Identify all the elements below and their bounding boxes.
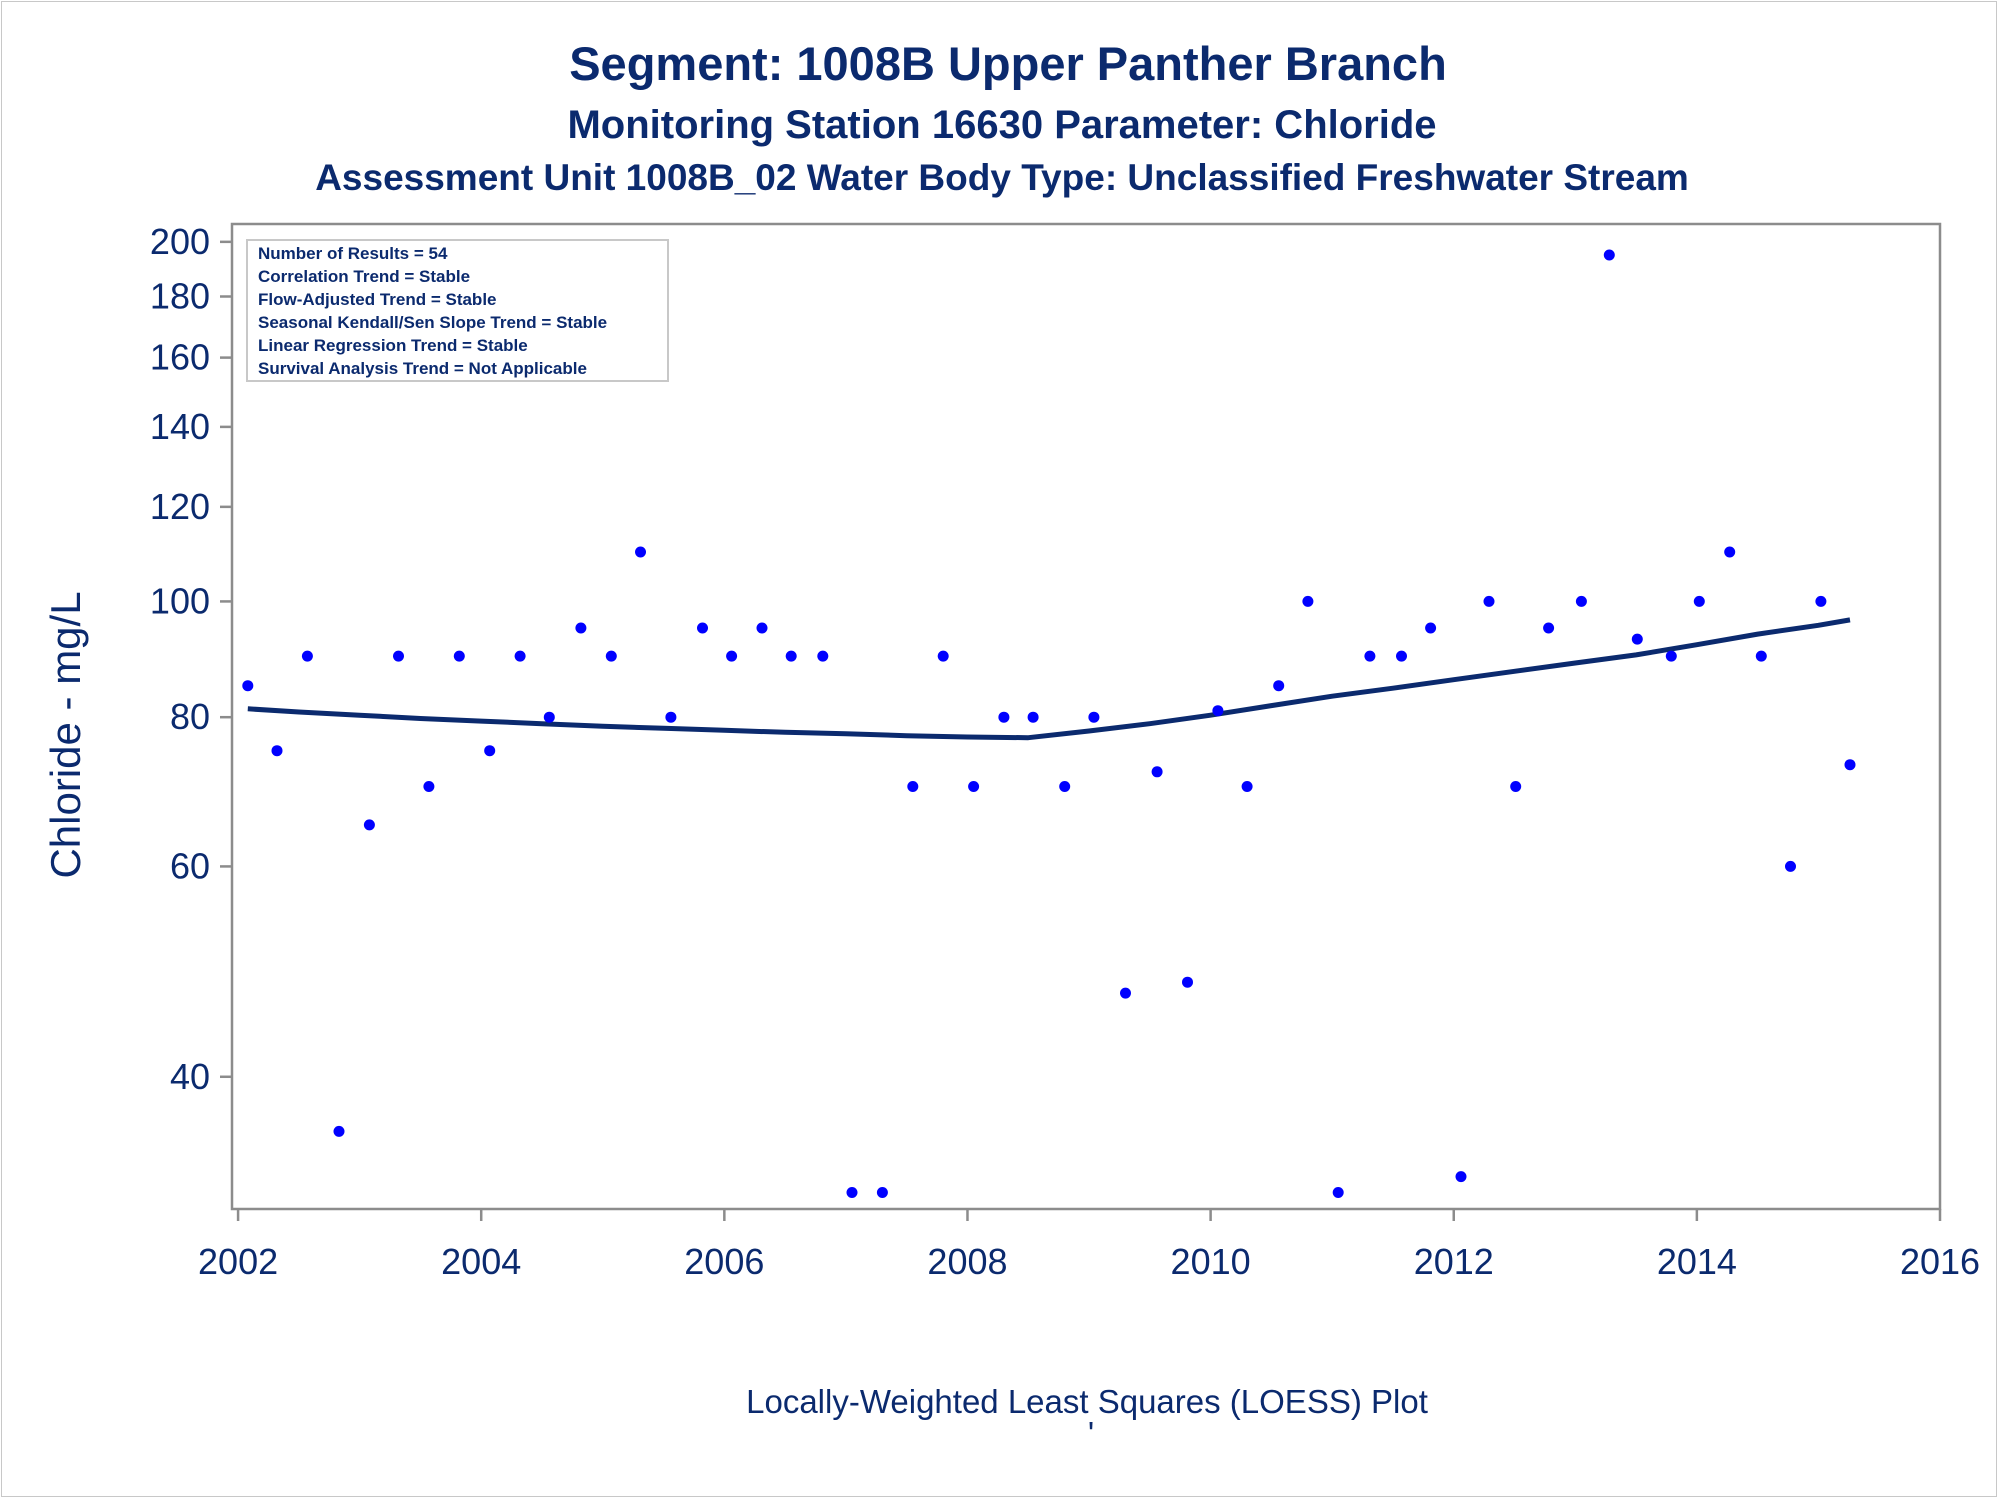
data-point: [484, 745, 496, 757]
y-tick-label: 180: [150, 276, 210, 317]
data-point: [393, 650, 404, 662]
x-tick-label: 2006: [684, 1241, 764, 1282]
data-point: [1483, 595, 1495, 607]
x-tick-label: 2004: [441, 1241, 521, 1282]
data-point: [635, 546, 646, 558]
data-point: [1241, 781, 1253, 792]
data-point: [1059, 781, 1071, 792]
stats-line-survival: Survival Analysis Trend = Not Applicable: [258, 359, 587, 378]
chart-subtitle: Monitoring Station 16630 Parameter: Chlo…: [567, 103, 1436, 147]
data-point: [453, 650, 465, 662]
data-point: [575, 622, 587, 634]
data-point: [1603, 249, 1615, 261]
data-point: [1151, 766, 1163, 778]
x-tick-label: 2012: [1414, 1241, 1494, 1282]
data-point: [301, 650, 313, 662]
data-point: [423, 781, 435, 792]
chart-subtitle-2: Assessment Unit 1008B_02 Water Body Type…: [315, 157, 1689, 198]
data-point: [1510, 781, 1522, 792]
data-point: [998, 711, 1010, 723]
stats-line-correlation: Correlation Trend = Stable: [258, 267, 470, 286]
data-point: [1088, 711, 1100, 723]
x-tick-label: 2002: [198, 1241, 278, 1282]
stats-line-seasonal-kendall: Seasonal Kendall/Sen Slope Trend = Stabl…: [258, 313, 607, 332]
y-tick-label: 120: [150, 486, 210, 527]
data-point: [756, 622, 768, 634]
data-point: [907, 781, 919, 792]
footnote-mark: ': [1088, 1415, 1094, 1452]
data-point: [1785, 860, 1796, 872]
stats-box: Number of Results = 54 Correlation Trend…: [246, 239, 669, 382]
data-point: [1027, 711, 1039, 723]
data-point: [1844, 759, 1856, 771]
data-point: [1182, 976, 1193, 988]
data-point: [1425, 622, 1437, 634]
data-point: [1120, 987, 1131, 999]
data-point: [817, 650, 829, 662]
data-point: [1631, 633, 1643, 645]
y-tick-label: 200: [150, 221, 210, 262]
data-point: [543, 711, 555, 723]
x-axis: 2002 2004 2006 2008 2010 2012 2014 2016: [198, 1209, 1980, 1282]
x-tick-label: 2014: [1657, 1241, 1737, 1282]
data-point: [1396, 650, 1407, 662]
data-point: [1273, 680, 1285, 692]
data-point: [846, 1187, 858, 1198]
chart-title: Segment: 1008B Upper Panther Branch: [569, 37, 1447, 90]
footnote: Locally-Weighted Least Squares (LOESS) P…: [746, 1383, 1428, 1420]
stats-line-linear-regression: Linear Regression Trend = Stable: [258, 336, 528, 355]
x-tick-label: 2016: [1900, 1241, 1980, 1282]
data-point: [1212, 705, 1224, 717]
y-tick-label: 40: [170, 1056, 210, 1097]
loess-trend-line: [247, 617, 1851, 741]
y-tick-label: 100: [150, 580, 210, 621]
data-point: [1543, 622, 1555, 634]
data-point: [1455, 1171, 1467, 1183]
data-point: [1693, 595, 1705, 607]
data-point: [1364, 650, 1376, 662]
data-point: [1575, 595, 1587, 607]
data-point: [726, 650, 738, 662]
y-tick-label: 80: [170, 696, 210, 737]
data-point: [1755, 650, 1767, 662]
data-point: [514, 650, 526, 662]
data-point: [968, 781, 980, 792]
data-point: [1332, 1187, 1344, 1198]
stats-line-results: Number of Results = 54: [258, 244, 448, 263]
y-tick-label: 140: [150, 406, 210, 447]
data-point: [785, 650, 797, 662]
data-point: [363, 819, 375, 831]
y-tick-label: 160: [150, 337, 210, 378]
data-points: [242, 249, 1856, 1198]
stats-box-border: [246, 239, 669, 382]
data-point: [242, 680, 254, 692]
stats-line-flow-adjusted: Flow-Adjusted Trend = Stable: [258, 290, 497, 309]
data-point: [876, 1187, 888, 1198]
y-axis: 40 60 80 100 120 140 160 180 200: [150, 221, 232, 1097]
data-point: [605, 650, 617, 662]
y-tick-label: 60: [170, 845, 210, 886]
data-point: [1302, 595, 1314, 607]
x-tick-label: 2010: [1171, 1241, 1251, 1282]
data-point: [333, 1125, 345, 1137]
data-point: [665, 711, 677, 723]
data-point: [1724, 546, 1736, 558]
data-point: [937, 650, 949, 662]
data-point: [271, 745, 283, 757]
plot-area: [230, 222, 1942, 1211]
data-point: [1665, 650, 1677, 662]
data-point: [697, 622, 708, 634]
data-point: [1815, 595, 1827, 607]
y-axis-label: Chloride - mg/L: [42, 591, 89, 878]
x-tick-label: 2008: [927, 1241, 1007, 1282]
